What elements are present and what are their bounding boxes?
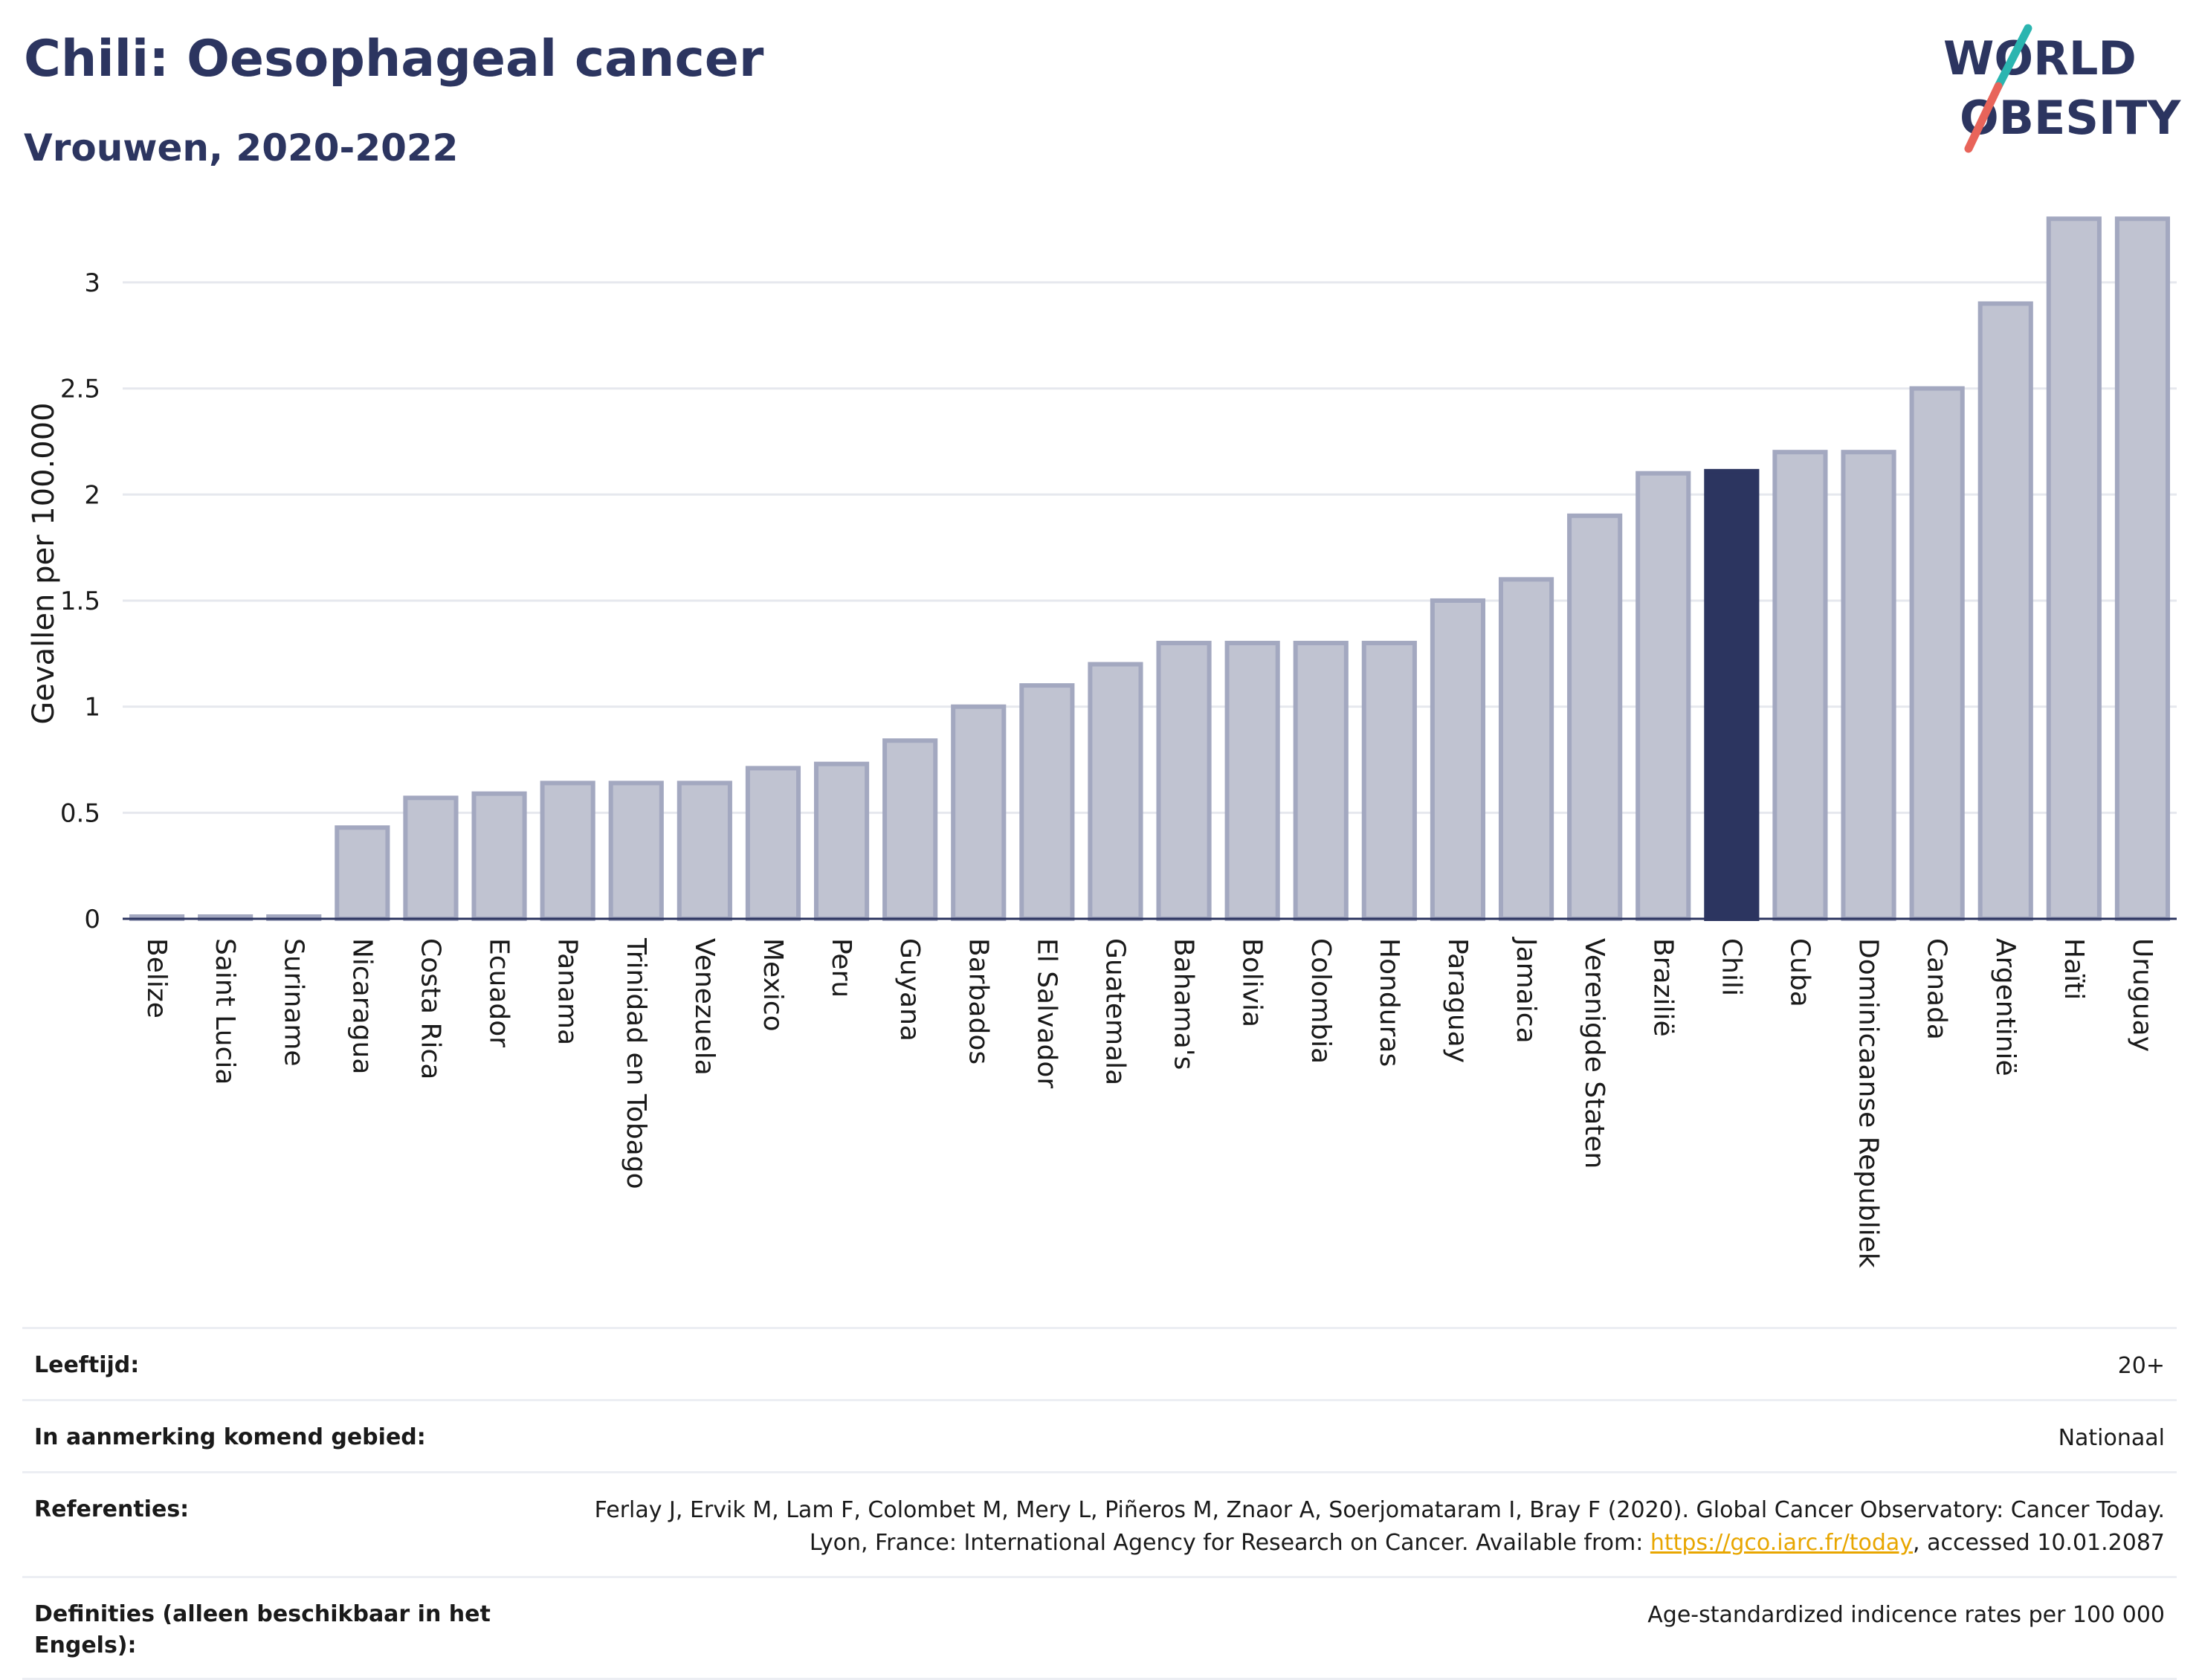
bar-26	[1909, 386, 1965, 921]
x-tick-label: Nicaragua	[346, 938, 377, 1074]
x-tick-label: Colombia	[1305, 938, 1336, 1064]
x-tick-label: Guatemala	[1100, 938, 1130, 1085]
meta-row-references: Referenties: Ferlay J, Ervik M, Lam F, C…	[22, 1471, 2177, 1576]
meta-row-age: Leeftijd: 20+	[22, 1327, 2177, 1399]
metadata-table: Leeftijd: 20+ In aanmerking komend gebie…	[22, 1327, 2177, 1680]
meta-value: Ferlay J, Ervik M, Lam F, Colombet M, Me…	[544, 1494, 2165, 1560]
meta-label: In aanmerking komend gebied:	[34, 1424, 426, 1450]
bar-24	[1772, 450, 1828, 921]
y-tick-label: 2	[84, 480, 100, 510]
bar-25	[1841, 450, 1896, 921]
bar-4	[403, 795, 459, 921]
x-tick-label: Bahama's	[1169, 938, 1199, 1070]
meta-label: Definities (alleen beschikbaar in het En…	[34, 1601, 491, 1658]
y-tick-label: 0.5	[60, 798, 100, 828]
y-tick-label: 0	[84, 905, 100, 934]
y-axis-label: Gevallen per 100.000	[27, 402, 61, 724]
x-tick-label: Trinidad en Tobago	[621, 937, 651, 1189]
logo-slash-red	[1964, 82, 2003, 153]
bar-16	[1224, 641, 1280, 922]
x-tick-label: Saint Lucia	[210, 938, 240, 1085]
x-tick-label: Canada	[1922, 938, 1952, 1040]
x-tick-label: Uruguay	[2127, 938, 2157, 1052]
y-tick-label: 1	[84, 693, 100, 723]
x-tick-label: Honduras	[1374, 938, 1404, 1067]
x-tick-label: Paraguay	[1442, 938, 1473, 1063]
logo-line2: OBESITY	[1960, 91, 2181, 145]
bar-6	[540, 781, 595, 922]
bar-28	[2046, 216, 2102, 921]
bar-10	[813, 761, 870, 921]
meta-label: Leeftijd:	[34, 1352, 140, 1378]
bar-19	[1430, 598, 1486, 921]
y-tick-label: 3	[84, 268, 100, 298]
x-tick-label: Haïti	[2058, 938, 2089, 1000]
bar-7	[608, 781, 664, 922]
x-tick-label: Verenigde Staten	[1579, 938, 1609, 1169]
meta-row-area: In aanmerking komend gebied: Nationaal	[22, 1399, 2177, 1471]
x-tick-label: El Salvador	[1031, 938, 1062, 1088]
bar-11	[882, 738, 938, 921]
bar-18	[1361, 641, 1417, 922]
reference-link[interactable]: https://gco.iarc.fr/today	[1650, 1530, 1914, 1556]
x-tick-label: Suriname	[278, 938, 309, 1067]
bar-14	[1088, 662, 1143, 921]
x-tick-label: Brazilië	[1647, 938, 1678, 1037]
world-obesity-logo: WORLD OBESITY	[1943, 24, 2181, 153]
bar-23	[1704, 468, 1760, 921]
logo-line1: WORLD	[1943, 31, 2137, 85]
x-tick-label: Barbados	[963, 938, 993, 1064]
bar-21	[1567, 513, 1623, 921]
bar-12	[951, 704, 1007, 922]
bar-9	[745, 766, 801, 922]
x-tick-label: Peru	[826, 938, 856, 998]
y-tick-label: 2.5	[60, 375, 100, 404]
bar-3	[335, 825, 390, 921]
x-tick-label: Panama	[552, 938, 583, 1045]
bar-22	[1635, 471, 1691, 921]
bar-27	[1977, 301, 2033, 921]
bar-8	[677, 781, 732, 922]
x-tick-label: Costa Rica	[415, 938, 445, 1079]
x-tick-label: Argentinië	[1990, 938, 2021, 1076]
x-tick-label: Belize	[141, 938, 172, 1018]
page-title: Chili: Oesophageal cancer	[24, 30, 764, 88]
x-tick-label: Chili	[1716, 938, 1746, 996]
bar-chart: 0 0.5 1 1.5 2 2.5 3 Gevallen per 100.000 Belize S…	[27, 216, 2177, 1268]
meta-value: Age-standardized indicence rates per 100…	[1647, 1602, 2165, 1628]
meta-value: 20+	[2117, 1353, 2165, 1379]
x-tick-label: Mexico	[758, 938, 788, 1032]
bar-5	[471, 791, 527, 922]
bar-13	[1019, 683, 1075, 921]
x-tick-label: Bolivia	[1237, 938, 1268, 1027]
x-tick-label: Venezuela	[689, 938, 720, 1076]
bar-15	[1156, 641, 1212, 922]
meta-value: Nationaal	[2058, 1425, 2165, 1451]
x-tick-label: Cuba	[1784, 938, 1815, 1007]
logo-slash-teal	[1994, 24, 2032, 91]
y-tick-label: 1.5	[60, 587, 100, 616]
reference-accessed: , accessed 10.01.2087	[1913, 1530, 2165, 1556]
reference-text: Ferlay J, Ervik M, Lam F, Colombet M, Me…	[594, 1497, 2165, 1556]
bar-20	[1498, 577, 1554, 922]
bar-29	[2114, 216, 2171, 921]
x-tick-label: Ecuador	[484, 938, 514, 1047]
x-tick-label: Dominicaanse Republiek	[1853, 938, 1884, 1268]
bar-17	[1293, 641, 1349, 922]
meta-label: Referenties:	[34, 1496, 190, 1522]
page-subtitle: Vrouwen, 2020-2022	[24, 126, 459, 169]
x-tick-label: Jamaica	[1511, 937, 1541, 1044]
x-tick-label: Guyana	[894, 938, 925, 1041]
meta-row-definitions: Definities (alleen beschikbaar in het En…	[22, 1576, 2177, 1680]
